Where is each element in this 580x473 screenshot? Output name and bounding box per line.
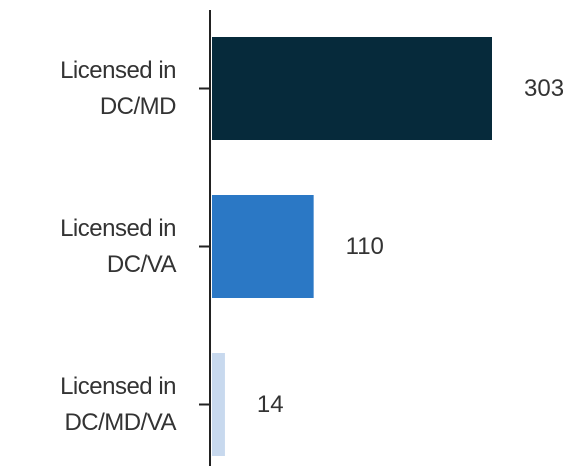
value-label: 110 — [345, 232, 384, 260]
category-label: Licensed in DC/VA — [60, 214, 176, 278]
bar — [212, 195, 314, 298]
category-label: Licensed in DC/MD — [60, 56, 176, 120]
value-label: 14 — [256, 390, 284, 418]
category-label: Licensed in DC/MD/VA — [60, 372, 176, 436]
value-label: 303 — [524, 74, 565, 102]
bar — [212, 37, 492, 140]
bar — [212, 353, 225, 456]
